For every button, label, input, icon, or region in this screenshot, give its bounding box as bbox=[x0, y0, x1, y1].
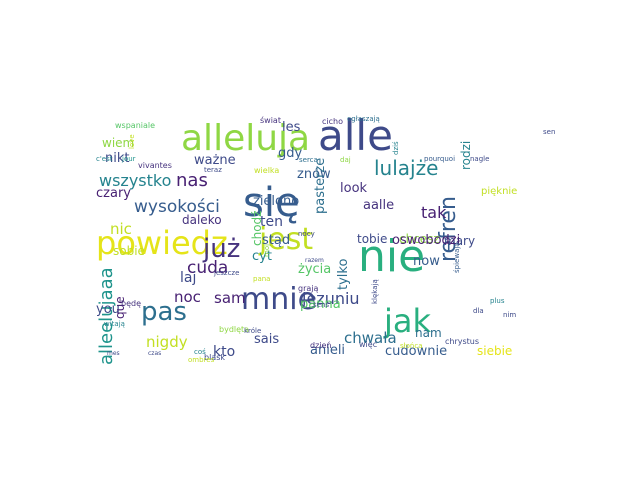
cloud-word: vivantes bbox=[138, 161, 172, 170]
cloud-word: alleluja bbox=[181, 118, 311, 159]
cloud-word: nic bbox=[110, 220, 132, 238]
cloud-word: się bbox=[243, 180, 300, 226]
cloud-word: grają bbox=[298, 284, 319, 293]
cloud-word: coś bbox=[194, 348, 206, 356]
cloud-word: mary bbox=[444, 234, 476, 248]
cloud-word: jour bbox=[122, 155, 136, 163]
cloud-word: sens bbox=[313, 301, 330, 309]
cloud-word: wszystko bbox=[99, 171, 172, 190]
cloud-word: now bbox=[413, 254, 440, 269]
cloud-word: bydlęta bbox=[219, 325, 250, 334]
cloud-word: kto bbox=[213, 344, 236, 360]
cloud-word: czas bbox=[148, 350, 162, 357]
cloud-word: mes bbox=[107, 350, 120, 357]
cloud-word: więc bbox=[359, 340, 378, 349]
cloud-word: nie bbox=[358, 231, 426, 282]
cloud-word: witają bbox=[104, 320, 125, 328]
cloud-word: nam bbox=[415, 326, 442, 340]
cloud-word: daj bbox=[340, 156, 351, 164]
cloud-word: znów bbox=[297, 167, 331, 182]
cloud-word: już bbox=[203, 234, 241, 264]
cloud-word: mnie bbox=[241, 282, 317, 317]
cloud-word: ten bbox=[260, 214, 283, 230]
cloud-word: razem bbox=[305, 257, 324, 264]
cloud-word: pasterze bbox=[313, 157, 328, 214]
cloud-word: siebie bbox=[477, 344, 513, 358]
cloud-word: jak bbox=[384, 302, 432, 340]
cloud-word: jeszcze bbox=[214, 269, 240, 277]
cloud-word: sais bbox=[254, 332, 280, 347]
cloud-word: lulajże bbox=[374, 156, 439, 180]
cloud-word: słońca bbox=[400, 342, 423, 350]
cloud-word: chcesz bbox=[399, 232, 440, 246]
cloud-word: gdy bbox=[278, 146, 303, 161]
cloud-word: sam bbox=[214, 289, 246, 307]
cloud-word: stąd bbox=[262, 233, 291, 248]
cloud-word: jezuniu bbox=[302, 289, 360, 308]
cloud-word: panna bbox=[300, 297, 341, 312]
cloud-word: tak bbox=[421, 203, 447, 222]
cloud-word: pas bbox=[141, 297, 187, 327]
cloud-word: ważne bbox=[194, 153, 236, 168]
cloud-word: plus bbox=[490, 297, 505, 305]
cloud-word: śpiewają bbox=[453, 242, 461, 273]
cloud-word: nocy bbox=[298, 230, 315, 238]
cloud-word: ogłaszają bbox=[347, 115, 380, 123]
cloud-word: anieli bbox=[310, 343, 346, 358]
cloud-word: wysokości bbox=[134, 197, 220, 217]
cloud-word: pięknie bbox=[481, 186, 518, 197]
word-cloud: nie alle się alleluja powiedz jak mnie jest już p… bbox=[96, 115, 576, 365]
cloud-word: c'est bbox=[96, 155, 113, 163]
cloud-word: czary bbox=[96, 186, 131, 201]
cloud-word: cyt bbox=[252, 249, 272, 264]
cloud-word: les bbox=[282, 120, 301, 135]
cloud-word: dla bbox=[473, 307, 484, 315]
cloud-word: noc bbox=[174, 288, 201, 306]
cloud-word: dziś bbox=[392, 141, 400, 155]
cloud-word: alle bbox=[318, 115, 393, 160]
cloud-word: będę bbox=[121, 299, 141, 308]
cloud-word: chwała bbox=[344, 329, 397, 347]
cloud-word: życia bbox=[298, 262, 332, 277]
cloud-word: serca bbox=[299, 156, 318, 164]
cloud-word: mój bbox=[263, 243, 271, 257]
cloud-word: you bbox=[96, 302, 120, 317]
cloud-word: oswobodzi bbox=[392, 233, 461, 248]
cloud-word: klękają bbox=[371, 279, 379, 304]
cloud-word: króle bbox=[244, 327, 262, 335]
cloud-word: chodź bbox=[250, 210, 264, 246]
cloud-word: świat bbox=[260, 116, 281, 125]
cloud-word: nas bbox=[176, 170, 208, 191]
cloud-word: teraz bbox=[204, 166, 222, 174]
cloud-word: cudownie bbox=[385, 344, 448, 359]
cloud-word: jest bbox=[259, 222, 314, 257]
cloud-word: nagle bbox=[470, 155, 490, 163]
cloud-word: wiem bbox=[102, 136, 135, 150]
cloud-word: sen bbox=[543, 128, 556, 136]
cloud-word: cicho bbox=[322, 117, 343, 126]
cloud-word: nigdy bbox=[146, 333, 188, 351]
cloud-word: pana bbox=[253, 275, 271, 283]
cloud-word: laj bbox=[180, 270, 197, 286]
cloud-word: cuda bbox=[187, 258, 229, 278]
cloud-word: wielka bbox=[254, 166, 280, 175]
cloud-word: powiedz bbox=[96, 224, 228, 262]
cloud-word: dzień bbox=[310, 341, 332, 350]
cloud-word: tobie bbox=[357, 232, 388, 246]
cloud-word: ombres bbox=[188, 356, 215, 364]
cloud-word: daleko bbox=[182, 213, 222, 227]
cloud-word: zielono bbox=[253, 194, 300, 209]
cloud-word: love bbox=[128, 134, 136, 149]
cloud-word: blask bbox=[204, 353, 226, 362]
cloud-word: tylko bbox=[336, 258, 351, 290]
cloud-word: pourquoi bbox=[424, 155, 456, 163]
cloud-word: aalle bbox=[363, 198, 395, 213]
cloud-word: wspaniale bbox=[115, 121, 156, 130]
cloud-word: nim bbox=[503, 311, 517, 319]
cloud-word: nikt bbox=[105, 151, 130, 166]
cloud-word: chrystus bbox=[445, 337, 480, 346]
cloud-word: sobie bbox=[113, 244, 145, 258]
cloud-word: look bbox=[340, 181, 368, 196]
